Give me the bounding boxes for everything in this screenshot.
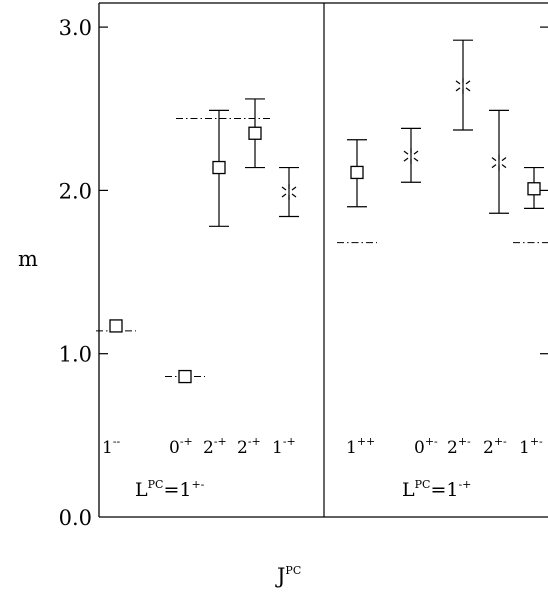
- star-stroke: [413, 157, 419, 162]
- data-point: [178, 369, 192, 384]
- star-marker: [403, 148, 419, 165]
- star-marker: [491, 154, 507, 171]
- star-stroke: [281, 186, 287, 191]
- square-marker: [212, 160, 226, 175]
- star-stroke: [465, 80, 471, 85]
- jpc-label: 1-+: [272, 435, 296, 458]
- y-axis-label: m: [18, 247, 38, 271]
- jpc-label: 1--: [102, 435, 121, 458]
- jpc-label: 1++: [346, 435, 375, 458]
- square-marker: [350, 165, 364, 180]
- square-marker: [178, 369, 192, 384]
- y-tick-label: 1.0: [59, 343, 92, 367]
- jpc-label: 2+-: [483, 435, 507, 458]
- star-marker: [281, 184, 297, 201]
- data-point: [245, 98, 265, 169]
- group-label-2: LPC=1-+: [402, 478, 471, 501]
- data-point: [209, 109, 229, 227]
- x-axis-label: JPC: [275, 564, 301, 588]
- data-point: [109, 319, 123, 333]
- y-tick-label: 0.0: [59, 506, 92, 530]
- y-tick-label: 3.0: [59, 16, 92, 40]
- star-stroke: [501, 157, 507, 162]
- star-stroke: [291, 193, 297, 198]
- star-stroke: [403, 157, 409, 162]
- data-point: [279, 166, 299, 218]
- jpc-label: 2-+: [203, 435, 227, 458]
- square-marker: [109, 319, 123, 333]
- jpc-label: 2+-: [447, 435, 471, 458]
- data-point: [453, 39, 473, 131]
- plot-frame: [98, 2, 548, 518]
- star-stroke: [491, 157, 497, 162]
- data-point: [524, 166, 544, 209]
- star-stroke: [491, 164, 497, 169]
- jpc-label: 0+-: [414, 435, 438, 458]
- star-stroke: [281, 193, 287, 198]
- reference-lines: [96, 118, 548, 378]
- y-axis-ticks: 0.0 1.0 2.0 3.0: [59, 16, 548, 530]
- star-stroke: [465, 87, 471, 92]
- jpc-label: 2-+: [237, 435, 261, 458]
- star-stroke: [403, 150, 409, 155]
- square-marker: [248, 126, 262, 140]
- group-label-1: LPC=1+-: [135, 478, 205, 501]
- group-labels: LPC=1+- LPC=1-+: [135, 478, 471, 501]
- star-stroke: [501, 164, 507, 169]
- star-stroke: [455, 80, 461, 85]
- data-point: [489, 109, 509, 214]
- square-marker: [527, 182, 541, 196]
- jpc-labels: 1-- 0-+ 2-+ 2-+ 1-+ 1++ 0+- 2+- 2+- 1+-: [102, 435, 543, 458]
- data-points: [109, 39, 544, 384]
- star-marker: [455, 77, 471, 94]
- y-tick-label: 2.0: [59, 179, 92, 203]
- star-stroke: [413, 150, 419, 155]
- jpc-label: 0-+: [169, 435, 193, 458]
- jpc-label: 1+-: [519, 435, 543, 458]
- star-stroke: [291, 186, 297, 191]
- star-stroke: [455, 87, 461, 92]
- data-point: [401, 127, 421, 183]
- data-point: [347, 139, 367, 208]
